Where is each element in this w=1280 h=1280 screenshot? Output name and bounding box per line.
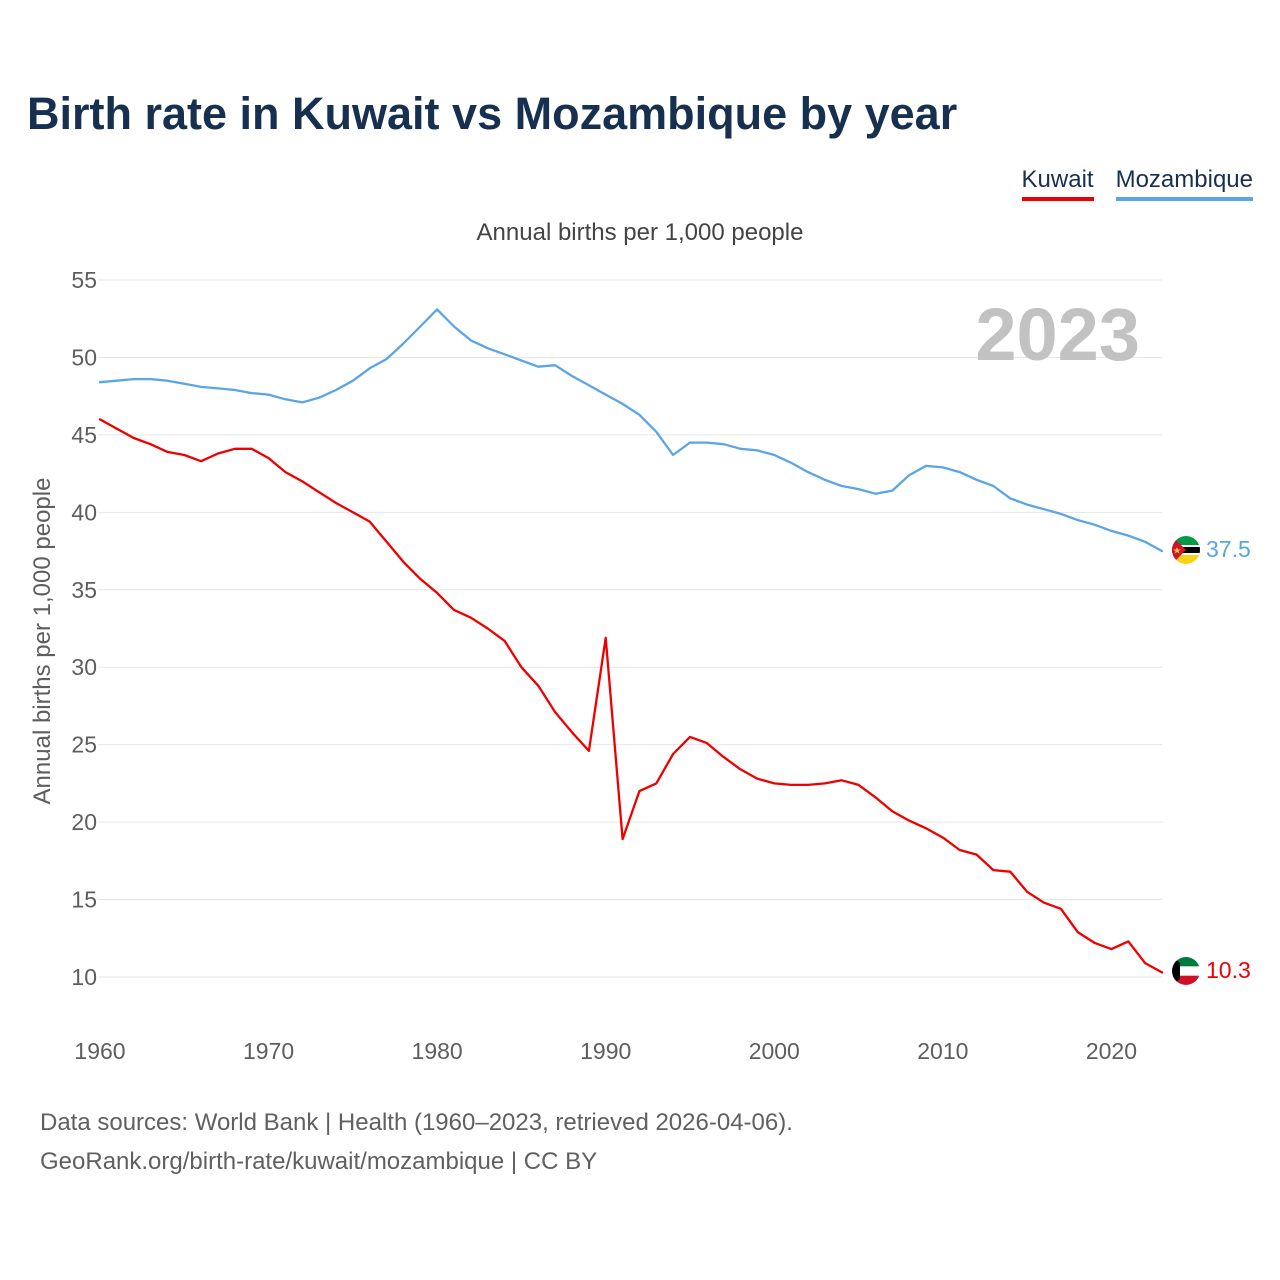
y-tick-label: 50 [71, 344, 97, 370]
footer: Data sources: World Bank | Health (1960–… [40, 1103, 793, 1181]
chart-title: Birth rate in Kuwait vs Mozambique by ye… [27, 88, 958, 139]
mozambique-end-value: 37.5 [1206, 536, 1251, 562]
y-tick-label: 10 [71, 964, 97, 990]
mozambique-flag-icon [1172, 536, 1200, 564]
x-tick-label: 2020 [1086, 1038, 1137, 1064]
x-tick-label: 1980 [412, 1038, 463, 1064]
y-tick-label: 35 [71, 577, 97, 603]
kuwait-flag-icon [1172, 957, 1200, 985]
y-axis-ticks: 10 15 20 25 30 35 40 45 50 55 [71, 267, 97, 990]
chart-subtitle: Annual births per 1,000 people [477, 219, 804, 246]
series-lines [98, 308, 1164, 974]
x-tick-label: 1970 [243, 1038, 294, 1064]
y-tick-label: 25 [71, 732, 97, 758]
year-watermark: 2023 [975, 293, 1140, 376]
y-tick-label: 45 [71, 422, 97, 448]
y-tick-label: 30 [71, 654, 97, 680]
x-tick-label: 2010 [917, 1038, 968, 1064]
y-tick-label: 20 [71, 809, 97, 835]
x-axis-ticks: 1960 1970 1980 1990 2000 2010 2020 [74, 1038, 1137, 1064]
gridlines [98, 279, 1162, 978]
y-tick-label: 40 [71, 499, 97, 525]
series-line-mozambique [98, 308, 1164, 553]
y-axis-label: Annual births per 1,000 people [29, 478, 56, 805]
series-line-kuwait [98, 418, 1164, 974]
x-tick-label: 1990 [580, 1038, 631, 1064]
x-tick-label: 1960 [74, 1038, 125, 1064]
x-tick-label: 2000 [749, 1038, 800, 1064]
kuwait-end-value: 10.3 [1206, 957, 1251, 983]
legend: Kuwait Mozambique [1021, 166, 1253, 201]
legend-item-kuwait[interactable]: Kuwait [1021, 166, 1094, 201]
legend-item-mozambique[interactable]: Mozambique [1115, 166, 1253, 201]
footer-attribution[interactable]: GeoRank.org/birth-rate/kuwait/mozambique… [40, 1148, 598, 1175]
y-tick-label: 55 [71, 267, 97, 293]
footer-sources: Data sources: World Bank | Health (1960–… [40, 1109, 793, 1136]
y-tick-label: 15 [71, 887, 97, 913]
